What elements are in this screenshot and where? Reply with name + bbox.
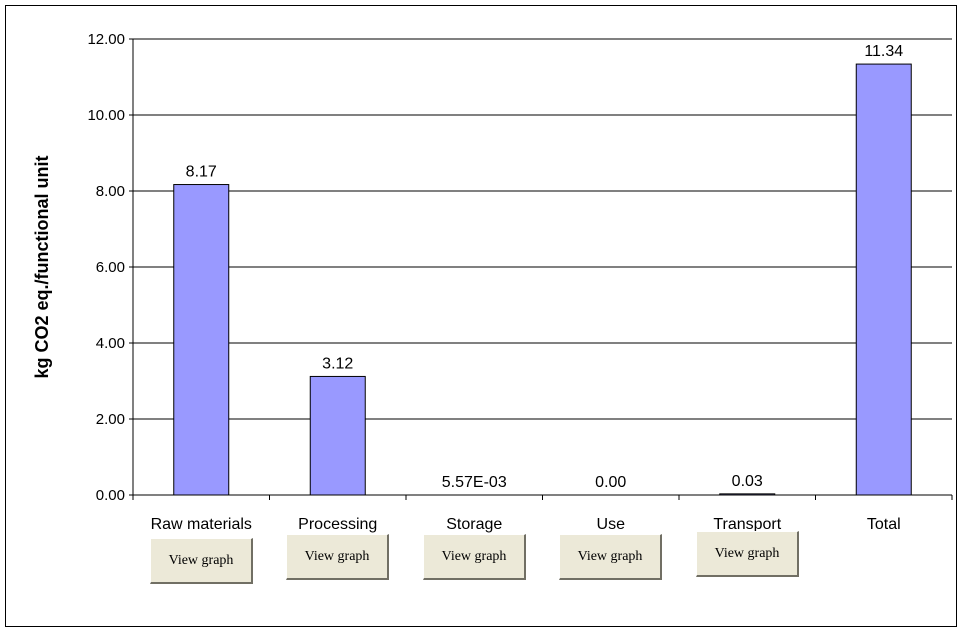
x-tick-label: Transport — [713, 516, 781, 533]
gridlines — [129, 38, 953, 500]
view-graph-button[interactable]: View graph — [696, 531, 799, 577]
bar — [855, 63, 912, 496]
y-tick-labels: 0.00 2.00 4.00 6.00 8.00 10.00 12.00 — [87, 31, 125, 504]
x-tick-label: Use — [597, 516, 626, 533]
data-labels: 8.17 3.12 5.57E-03 0.00 0.03 11.34 — [186, 43, 904, 491]
y-tick-label: 2.00 — [96, 411, 125, 428]
y-tick-label: 12.00 — [87, 31, 125, 48]
x-tick-label: Raw materials — [151, 516, 252, 533]
y-tick-label: 4.00 — [96, 335, 125, 352]
view-graph-button[interactable]: View graph — [559, 534, 662, 580]
y-tick-label: 6.00 — [96, 259, 125, 276]
x-tick-label: Storage — [446, 516, 502, 533]
y-tick-label: 0.00 — [96, 487, 125, 504]
data-label: 3.12 — [322, 355, 353, 372]
data-label: 0.03 — [732, 473, 763, 490]
y-tick-label: 10.00 — [87, 107, 125, 124]
axes — [132, 39, 952, 496]
y-axis-title: kg CO2 eq./functional unit — [32, 155, 52, 378]
view-graph-button[interactable]: View graph — [423, 534, 526, 580]
view-graph-button[interactable]: View graph — [150, 538, 253, 584]
bar — [309, 375, 366, 496]
view-graph-button[interactable]: View graph — [286, 534, 389, 580]
bar — [173, 184, 230, 496]
chart-frame — [5, 5, 957, 627]
data-label: 8.17 — [186, 164, 217, 181]
x-tick-labels: Raw materials Processing Storage Use Transpo… — [151, 516, 901, 533]
data-label: 5.57E-03 — [442, 474, 507, 491]
bars — [173, 63, 912, 496]
data-label: 0.00 — [595, 474, 626, 491]
data-label: 11.34 — [864, 43, 903, 60]
x-tick-label: Total — [867, 516, 901, 533]
y-tick-label: 8.00 — [96, 183, 125, 200]
x-tick-label: Processing — [298, 516, 377, 533]
